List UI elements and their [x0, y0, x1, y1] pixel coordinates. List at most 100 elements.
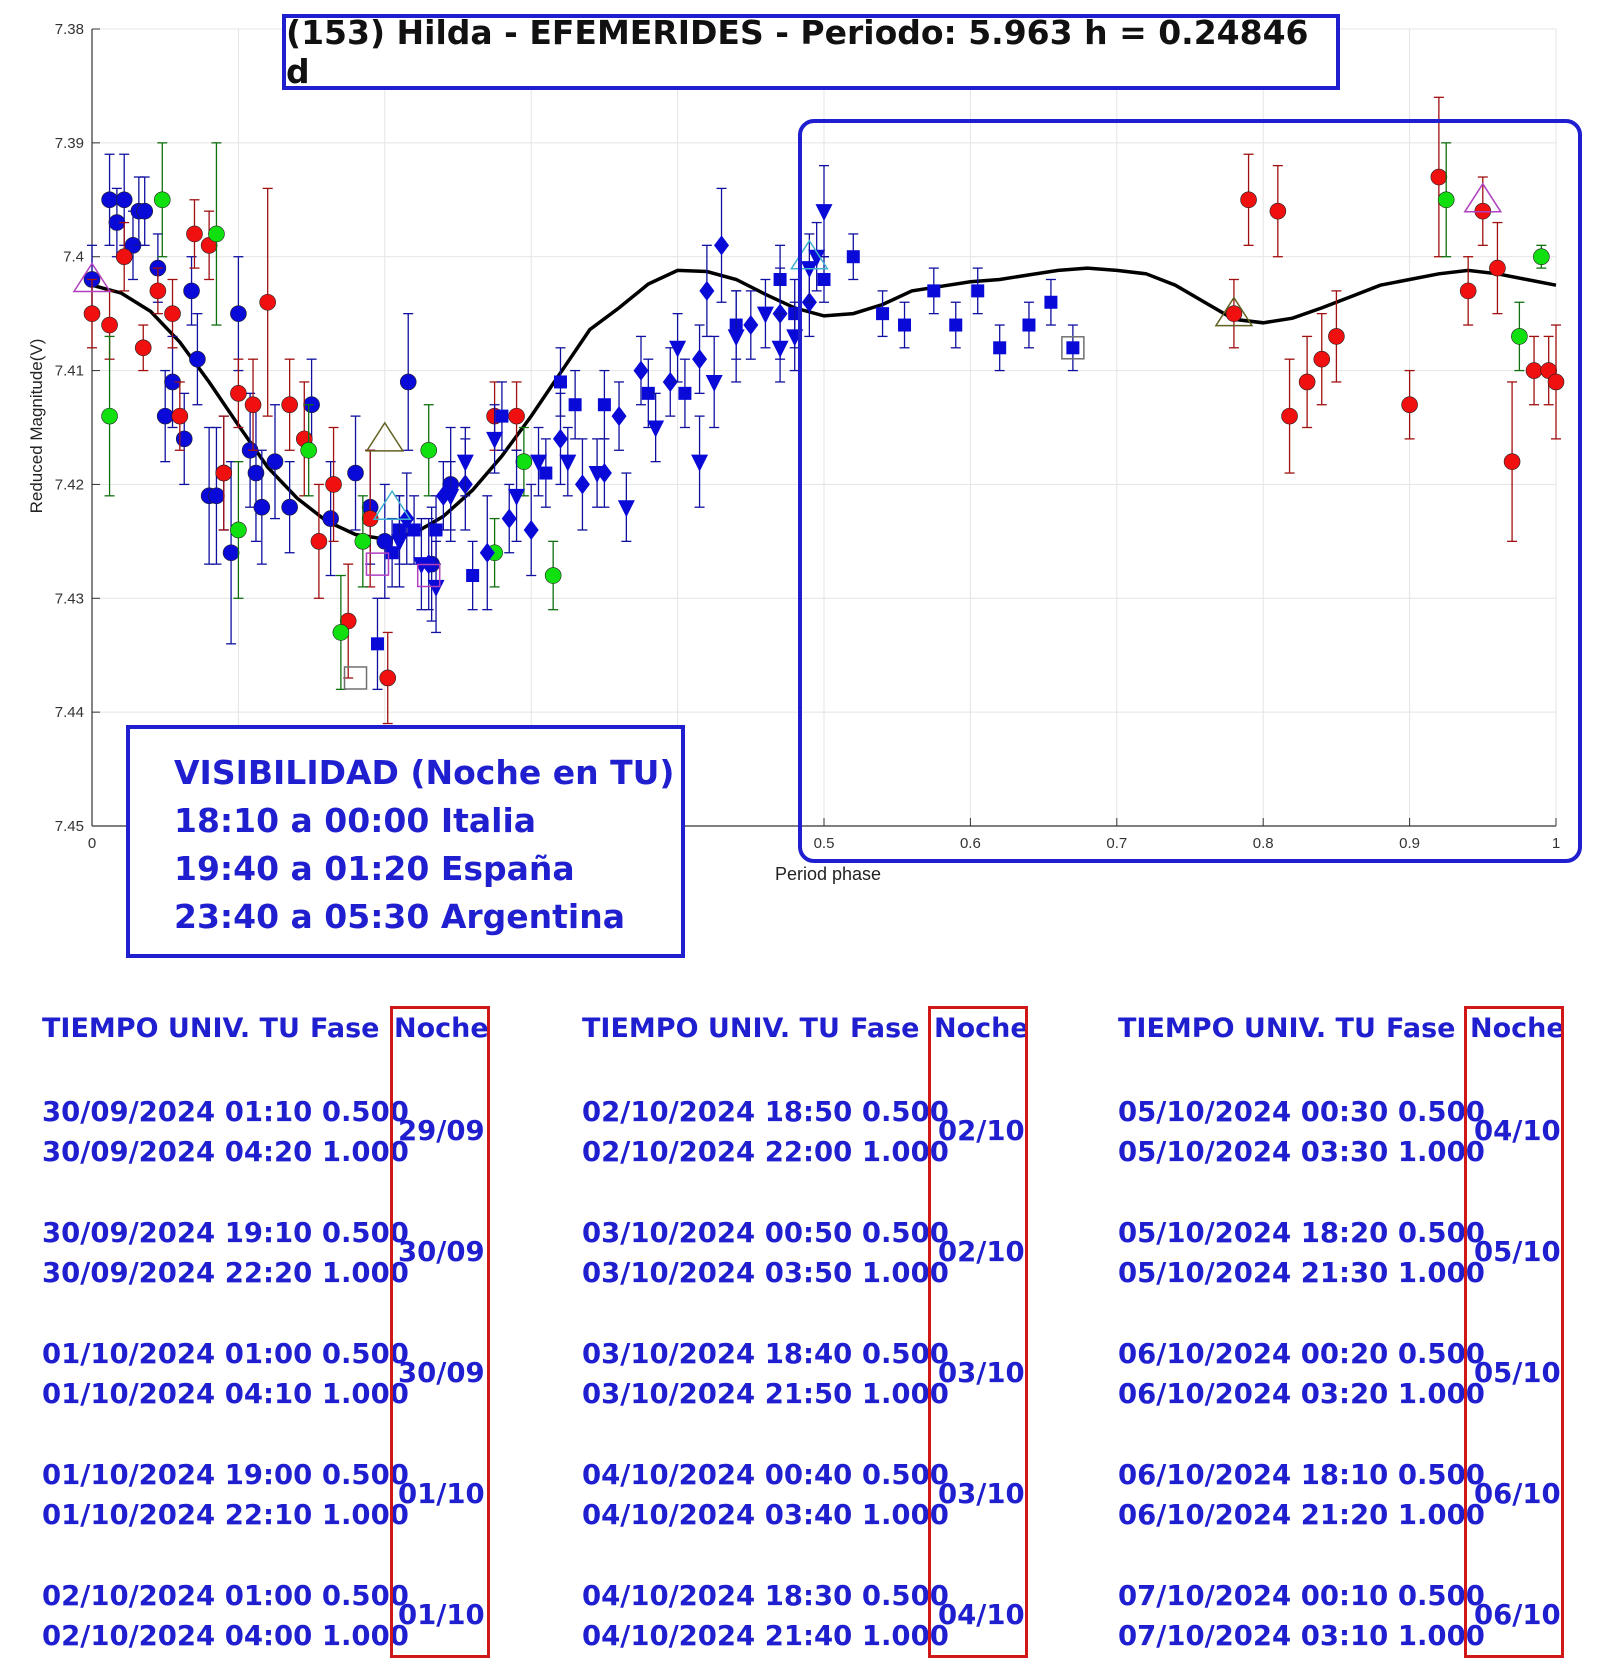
data-point-circle-red	[230, 385, 247, 402]
table-row-group: 05/10/2024 18:20 0.500 05/10/2024 21:30 1…	[1118, 1213, 1485, 1293]
data-point-circle-blue	[183, 282, 200, 300]
y-axis-label: Reduced Magnitude(V)	[27, 339, 46, 514]
table-row: 04/10/2024 18:30 0.500	[582, 1580, 949, 1612]
night-cell: 29/09	[398, 1115, 485, 1147]
data-point-circle-blue	[222, 544, 240, 562]
header-noche: Noche	[934, 1013, 1029, 1044]
data-point-circle-red	[1525, 362, 1543, 379]
data-point-diamond-blue	[662, 371, 678, 392]
data-point-square-blue	[370, 637, 384, 651]
data-point-triangle-down-blue	[508, 488, 526, 506]
header-fase: Fase	[850, 1013, 920, 1044]
data-point-circle-red	[186, 225, 203, 243]
table-row: 07/10/2024 00:10 0.500	[1118, 1580, 1485, 1612]
night-cell: 05/10	[1474, 1357, 1561, 1389]
data-point-square-blue	[846, 250, 860, 264]
table-row-group: 06/10/2024 00:20 0.500 06/10/2024 03:20 1…	[1118, 1334, 1485, 1414]
phase-highlight-frame	[798, 119, 1582, 863]
data-point-circle-red	[1547, 373, 1565, 391]
table-row: 05/10/2024 21:30 1.000	[1118, 1257, 1485, 1289]
y-tick-label: 7.43	[55, 590, 84, 607]
y-tick-label: 7.45	[55, 818, 84, 835]
data-point-diamond-blue	[552, 428, 568, 449]
data-point-triangle-down-blue	[815, 204, 833, 222]
table-row: 02/10/2024 04:00 1.000	[42, 1620, 409, 1652]
table-row-group: 04/10/2024 00:40 0.500 04/10/2024 03:40 1…	[582, 1455, 949, 1535]
data-point-circle-red	[134, 339, 152, 357]
data-point-circle-green	[101, 407, 118, 425]
data-point-square-blue	[597, 398, 611, 412]
data-point-circle-red	[310, 533, 328, 550]
night-cell: 06/10	[1474, 1599, 1561, 1631]
data-point-triangle-down-blue	[390, 534, 408, 552]
table-row: 30/09/2024 04:20 1.000	[42, 1136, 409, 1168]
data-point-circle-blue	[136, 202, 154, 220]
data-point-circle-red	[1298, 373, 1316, 391]
data-point-triangle-down-blue	[705, 374, 723, 392]
data-point-circle-blue	[376, 533, 394, 550]
data-point-triangle-down-blue	[456, 454, 474, 472]
data-point-triangle-down-blue	[588, 466, 606, 484]
table-row: 06/10/2024 18:10 0.500	[1118, 1459, 1485, 1491]
data-point-circle-blue	[208, 487, 225, 505]
y-tick-label: 7.4	[63, 249, 84, 266]
data-point-square-blue	[927, 284, 941, 298]
data-point-square-blue	[971, 284, 985, 298]
data-point-diamond-blue	[479, 542, 495, 563]
x-tick-label: 0.9	[1399, 835, 1420, 852]
noche-column-frame-2	[928, 1006, 1028, 1658]
data-point-circle-red	[215, 464, 233, 482]
table-row: 01/10/2024 01:00 0.500	[42, 1338, 409, 1370]
table-row: 06/10/2024 00:20 0.500	[1118, 1338, 1485, 1370]
x-axis-label: Period phase	[775, 864, 881, 884]
data-point-triangle-down-blue	[647, 420, 665, 438]
header-noche: Noche	[394, 1013, 489, 1044]
data-point-square-open-gray	[1061, 336, 1085, 360]
data-point-circle-red	[1489, 259, 1506, 277]
data-point-triangle-down-blue	[427, 579, 445, 597]
y-tick-label: 7.38	[55, 21, 84, 38]
data-point-triangle-down-blue	[442, 488, 460, 506]
data-point-circle-red	[1281, 407, 1298, 425]
table-row: 30/09/2024 01:10 0.500	[42, 1096, 409, 1128]
data-point-triangle-up-open-olive	[1214, 296, 1254, 327]
data-point-circle-green	[354, 533, 372, 550]
visibility-line-argentina: 23:40 a 05:30 Argentina	[174, 897, 625, 936]
data-point-square-blue	[407, 523, 421, 537]
table-row: 04/10/2024 21:40 1.000	[582, 1620, 949, 1652]
data-point-circle-green	[420, 441, 438, 459]
night-cell: 02/10	[938, 1236, 1025, 1268]
data-point-triangle-up-open-cyan	[372, 489, 412, 520]
data-point-triangle-down-blue	[486, 431, 504, 449]
lightcurve-chart: 7.38 7.39 7.4 7.41 7.42 7.43 7.44 7.450 0.5 0.6 0.…	[27, 21, 1582, 884]
data-point-circle-blue	[266, 453, 284, 470]
data-point-circle-blue	[247, 464, 265, 482]
data-point-circle-red	[259, 293, 276, 311]
table-row-group: 30/09/2024 01:10 0.500 30/09/2024 04:20 1…	[42, 1092, 409, 1172]
data-point-circle-green	[208, 225, 225, 243]
x-tick-label: 1	[1552, 835, 1560, 852]
data-point-circle-blue	[189, 350, 206, 368]
table-row-group: 07/10/2024 00:10 0.500 07/10/2024 03:10 1…	[1118, 1576, 1485, 1656]
table-row: 03/10/2024 18:40 0.500	[582, 1338, 949, 1370]
data-point-circle-red	[281, 396, 298, 414]
y-tick-label: 7.44	[55, 704, 84, 721]
x-tick-label: 0.5	[814, 835, 835, 852]
night-cell: 06/10	[1474, 1478, 1561, 1510]
table-row-group: 03/10/2024 18:40 0.500 03/10/2024 21:50 1…	[582, 1334, 949, 1414]
data-point-circle-green	[332, 624, 350, 641]
table-row-group: 02/10/2024 01:00 0.500 02/10/2024 04:00 1…	[42, 1576, 409, 1656]
data-point-diamond-blue	[699, 280, 715, 301]
visibility-line-italia: 18:10 a 00:00 Italia	[174, 801, 537, 840]
data-point-square-blue	[641, 386, 655, 400]
data-point-circle-red	[244, 396, 262, 414]
data-point-diamond-blue	[633, 360, 649, 381]
data-point-square-blue	[568, 398, 582, 412]
table-row: 05/10/2024 18:20 0.500	[1118, 1217, 1485, 1249]
night-cell: 05/10	[1474, 1236, 1561, 1268]
data-point-circle-blue	[115, 191, 133, 209]
table-row-group: 05/10/2024 00:30 0.500 05/10/2024 03:30 1…	[1118, 1092, 1485, 1172]
data-point-circle-green	[515, 453, 533, 470]
header-tiempo: TIEMPO UNIV. TU	[42, 1013, 300, 1044]
chart-title: (153) Hilda - EFEMERIDES - Periodo: 5.96…	[282, 13, 1340, 91]
